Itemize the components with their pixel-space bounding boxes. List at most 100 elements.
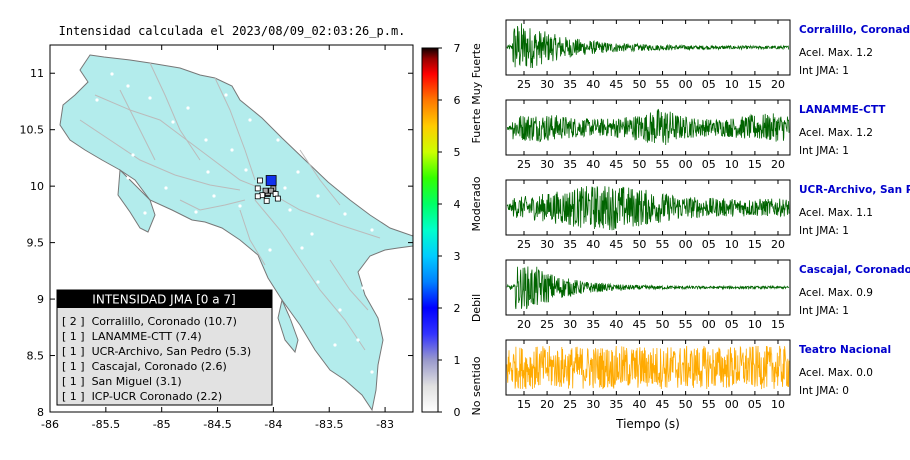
time-tick-label: 05 <box>725 318 739 331</box>
x-tick-label: -85 <box>153 418 171 431</box>
time-tick-label: 25 <box>540 318 554 331</box>
x-tick-label: -84.5 <box>203 418 231 431</box>
jma-intensity: Int JMA: 1 <box>799 225 849 237</box>
time-tick-label: 15 <box>748 78 762 91</box>
station-marker <box>263 197 270 204</box>
colorbar-tick-label: 4 <box>454 198 461 211</box>
waveform-trace <box>506 266 790 310</box>
time-tick-label: 00 <box>679 158 693 171</box>
time-tick-label: 30 <box>586 398 600 411</box>
chart-title: Intensidad calculada el 2023/08/09_02:03… <box>59 24 406 38</box>
y-tick-label: 11 <box>30 67 44 80</box>
time-tick-label: 20 <box>771 158 785 171</box>
time-tick-label: 45 <box>609 78 623 91</box>
waveform-panels: 25 30 35 40 45 50 55 00 05 10 15 20 Corralillo, Coro… <box>505 19 910 411</box>
time-tick-label: 50 <box>632 78 646 91</box>
x-tick-label: -83 <box>376 418 394 431</box>
colorbar-tick-label: 5 <box>454 146 461 159</box>
station-marker <box>274 195 281 202</box>
time-tick-label: 35 <box>563 78 577 91</box>
time-tick-label: 40 <box>609 318 623 331</box>
colorbar-tick-label: 0 <box>454 406 461 419</box>
station-marker <box>262 187 269 194</box>
time-tick-label: 30 <box>563 318 577 331</box>
y-tick-label: 10.5 <box>20 124 45 137</box>
station-name: LANAMME-CTT <box>799 104 886 116</box>
time-tick-label: 10 <box>725 238 739 251</box>
colorbar-category-label: No sentido <box>470 356 483 415</box>
station-marker <box>257 177 263 184</box>
max-acceleration: Acel. Max. 1.2 <box>799 127 873 139</box>
time-tick-label: 15 <box>748 158 762 171</box>
legend-item: [ 1 ] Cascajal, Coronado (2.6) <box>62 360 227 373</box>
jma-intensity: Int JMA: 1 <box>799 65 849 77</box>
time-tick-label: 55 <box>656 78 670 91</box>
x-tick-label: -84 <box>264 418 282 431</box>
intensity-colorbar: 0 1 2 3 4 5 6 7 No sentido Debil Moderado Fuerte Mu… <box>421 42 483 419</box>
legend-box <box>56 289 273 406</box>
y-tick-label: 10 <box>30 180 44 193</box>
time-tick-label: 25 <box>517 158 531 171</box>
station-markers <box>254 175 281 204</box>
colorbar-category-labels: No sentido Debil Moderado Fuerte Muy Fuerte <box>470 43 483 416</box>
time-tick-label: 15 <box>517 398 531 411</box>
legend-item: [ 2 ] Corralillo, Coronado (10.7) <box>62 315 237 328</box>
time-tick-label: 05 <box>748 398 762 411</box>
time-tick-label: 50 <box>632 238 646 251</box>
time-tick-label: 45 <box>656 398 670 411</box>
legend-header: INTENSIDAD JMA [0 a 7] <box>92 293 235 307</box>
time-tick-label: 10 <box>771 398 785 411</box>
colorbar-tick-label: 2 <box>454 302 461 315</box>
time-tick-label: 20 <box>771 78 785 91</box>
roads <box>79 62 381 351</box>
colorbar-tick-label: 1 <box>454 354 461 367</box>
colorbar-tick-label: 3 <box>454 250 461 263</box>
time-tick-label: 20 <box>540 398 554 411</box>
x-tick-label: -85.5 <box>92 418 120 431</box>
max-acceleration: Acel. Max. 0.9 <box>799 287 873 299</box>
waveform-panel: 25 30 35 40 45 50 55 00 05 10 15 20 LANAMME-CTT Acel.… <box>505 99 886 171</box>
time-tick-label: 45 <box>609 238 623 251</box>
colorbar-tick-label: 6 <box>454 94 461 107</box>
colorbar-gradient <box>421 47 439 413</box>
station-marker <box>268 187 275 194</box>
time-tick-label: 30 <box>540 158 554 171</box>
time-tick-label: 10 <box>725 78 739 91</box>
time-tick-label: 05 <box>702 78 716 91</box>
legend-item: [ 1 ] ICP-UCR Coronado (2.2) <box>62 390 222 403</box>
nicoya-peninsula <box>117 168 156 233</box>
legend-item: [ 1 ] San Miguel (3.1) <box>62 375 182 388</box>
time-tick-label: 00 <box>725 398 739 411</box>
time-tick-label: 55 <box>702 398 716 411</box>
time-tick-label: 45 <box>632 318 646 331</box>
waveform-panel: 25 30 35 40 45 50 55 00 05 10 15 20 Corralillo, Coro… <box>505 19 910 91</box>
y-tick-label: 8 <box>37 406 44 419</box>
y-tick-label: 9.5 <box>27 237 45 250</box>
map-axes: -86 -85.5 -85 -84.5 -84 -83.5 -83 11 10.5 10 9.5 9 8… <box>20 45 413 431</box>
time-tick-label: 20 <box>771 238 785 251</box>
max-acceleration: Acel. Max. 1.1 <box>799 207 873 219</box>
x-tick-label: -83.5 <box>315 418 343 431</box>
time-tick-label: 00 <box>702 318 716 331</box>
colorbar-category-label: Moderado <box>470 176 483 231</box>
jma-intensity: Int JMA: 1 <box>799 145 849 157</box>
time-tick-label: 40 <box>586 238 600 251</box>
time-tick-label: 05 <box>702 158 716 171</box>
time-tick-label: 40 <box>586 158 600 171</box>
waveform-panel: 20 25 30 35 40 45 50 55 00 05 10 15 Cascajal, Corona… <box>505 259 910 331</box>
time-tick-label: 55 <box>679 318 693 331</box>
time-tick-label: 10 <box>725 158 739 171</box>
time-tick-label: 35 <box>563 238 577 251</box>
station-name: Corralillo, Coronado <box>799 24 910 36</box>
time-tick-label: 05 <box>702 238 716 251</box>
station-name: UCR-Archivo, San Pedro <box>799 184 910 196</box>
time-tick-label: 25 <box>563 398 577 411</box>
time-tick-label: 35 <box>586 318 600 331</box>
max-acceleration: Acel. Max. 0.0 <box>799 367 873 379</box>
time-tick-label: 35 <box>563 158 577 171</box>
station-name: Cascajal, Coronado <box>799 264 910 276</box>
legend-item: [ 1 ] LANAMME-CTT (7.4) <box>62 330 202 343</box>
time-tick-label: 45 <box>609 158 623 171</box>
time-tick-label: 20 <box>517 318 531 331</box>
